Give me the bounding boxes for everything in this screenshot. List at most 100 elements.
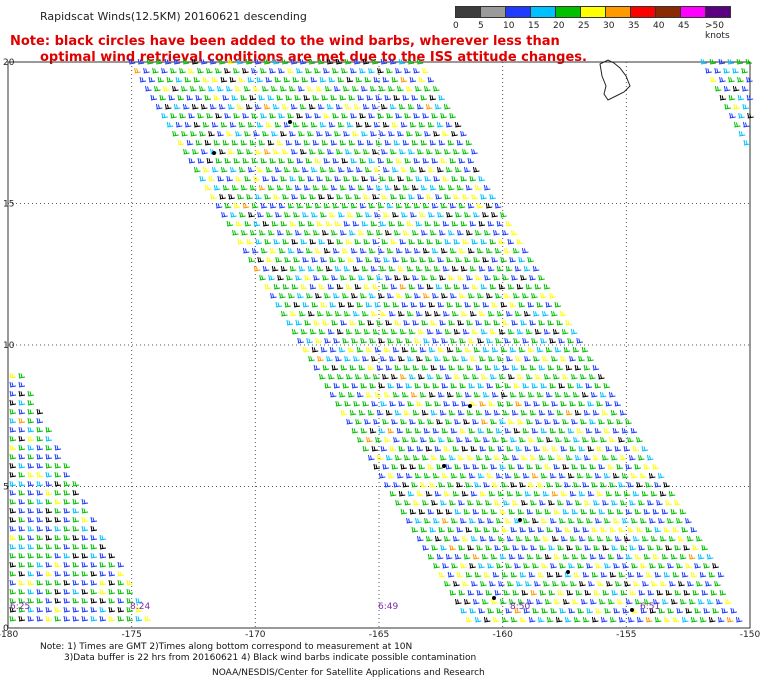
wind-barb [477, 337, 484, 344]
wind-barb [504, 382, 512, 389]
wind-barb [294, 94, 302, 101]
wind-barb [746, 94, 754, 101]
wind-barb [354, 328, 362, 335]
wind-barb [517, 463, 525, 470]
wind-barb [577, 562, 584, 569]
wind-barb [454, 463, 462, 470]
wind-barb [370, 265, 378, 272]
wind-barb [555, 616, 563, 623]
wind-barb [269, 247, 277, 254]
wind-barb [500, 256, 507, 263]
wind-barb [554, 598, 561, 605]
wind-barb [302, 301, 310, 308]
wind-barb [500, 211, 507, 218]
wind-barb [63, 462, 71, 469]
wind-barb [117, 597, 125, 604]
wind-barb [432, 337, 439, 344]
wind-barb [455, 211, 462, 218]
wind-barb [411, 436, 418, 443]
wind-barb [407, 490, 415, 497]
wind-barb [361, 220, 369, 227]
wind-barb [472, 463, 480, 470]
wind-barb [287, 247, 295, 254]
wind-barb [503, 589, 511, 596]
wind-barb [700, 58, 708, 65]
wind-barb [501, 526, 509, 533]
wind-barb [339, 94, 347, 101]
wind-barb [343, 310, 351, 317]
wind-barb [541, 562, 548, 569]
wind-barb [175, 76, 183, 83]
wind-barb [392, 346, 400, 353]
wind-barb [393, 481, 400, 488]
wind-barb [469, 607, 477, 614]
wind-barb [388, 175, 395, 182]
scale-label: >50 knots [705, 21, 730, 41]
wind-barb [370, 175, 377, 182]
wind-barb [273, 283, 281, 290]
wind-barb [496, 310, 504, 317]
wind-barb [375, 94, 383, 101]
wind-barb [621, 427, 629, 434]
wind-barb [685, 517, 692, 524]
wind-barb [277, 229, 284, 236]
wind-barb [474, 481, 481, 488]
wind-barb [558, 427, 566, 434]
wind-barb [582, 571, 590, 578]
wind-barb [72, 579, 80, 586]
wind-barb [667, 517, 674, 524]
y-tick-label: 10 [3, 341, 15, 351]
wind-barb [569, 535, 577, 542]
wind-barb [582, 481, 589, 488]
wind-barb [475, 454, 483, 461]
wind-barb [422, 67, 429, 74]
wind-barb [344, 58, 352, 65]
wind-barb [338, 391, 346, 398]
wind-barb [372, 283, 380, 290]
wind-barb [318, 193, 325, 200]
wind-barb [514, 607, 522, 614]
wind-barb [293, 301, 301, 308]
wind-barb [373, 463, 381, 470]
wind-barb [506, 445, 514, 452]
wind-barb [463, 166, 471, 173]
wind-barb [388, 85, 395, 92]
wind-barb [241, 229, 248, 236]
wind-barb [272, 103, 280, 110]
wind-barb [206, 157, 214, 164]
wind-barb [268, 274, 275, 281]
wind-barb [470, 355, 477, 362]
wind-barb [385, 409, 393, 416]
wind-barb [464, 211, 471, 218]
wind-barb [519, 526, 527, 533]
wind-barb [453, 580, 460, 587]
wind-barb [551, 445, 559, 452]
wind-barb [642, 580, 649, 587]
wind-barb [479, 355, 486, 362]
wind-barb [607, 418, 614, 425]
wind-barb [352, 310, 360, 317]
wind-barb [363, 238, 371, 245]
wind-barb [284, 301, 292, 308]
wind-barb [736, 58, 744, 65]
wind-barb [345, 238, 353, 245]
wind-barb [387, 382, 395, 389]
wind-barb [412, 364, 420, 371]
wind-barb [643, 463, 651, 470]
wind-barb [447, 481, 454, 488]
wind-barb [529, 409, 537, 416]
wind-barb [445, 463, 453, 470]
wind-barb [473, 301, 481, 308]
wind-barb [544, 418, 551, 425]
wind-barb [518, 301, 526, 308]
wind-barb [414, 292, 421, 299]
wind-barb [448, 319, 455, 326]
wind-barb [460, 517, 467, 524]
wind-barb [362, 58, 370, 65]
wind-barb [694, 562, 701, 569]
wind-barb [309, 283, 317, 290]
wind-barb [117, 570, 125, 577]
wind-barb [633, 580, 640, 587]
wind-barb [491, 346, 499, 353]
wind-barb [54, 480, 62, 487]
